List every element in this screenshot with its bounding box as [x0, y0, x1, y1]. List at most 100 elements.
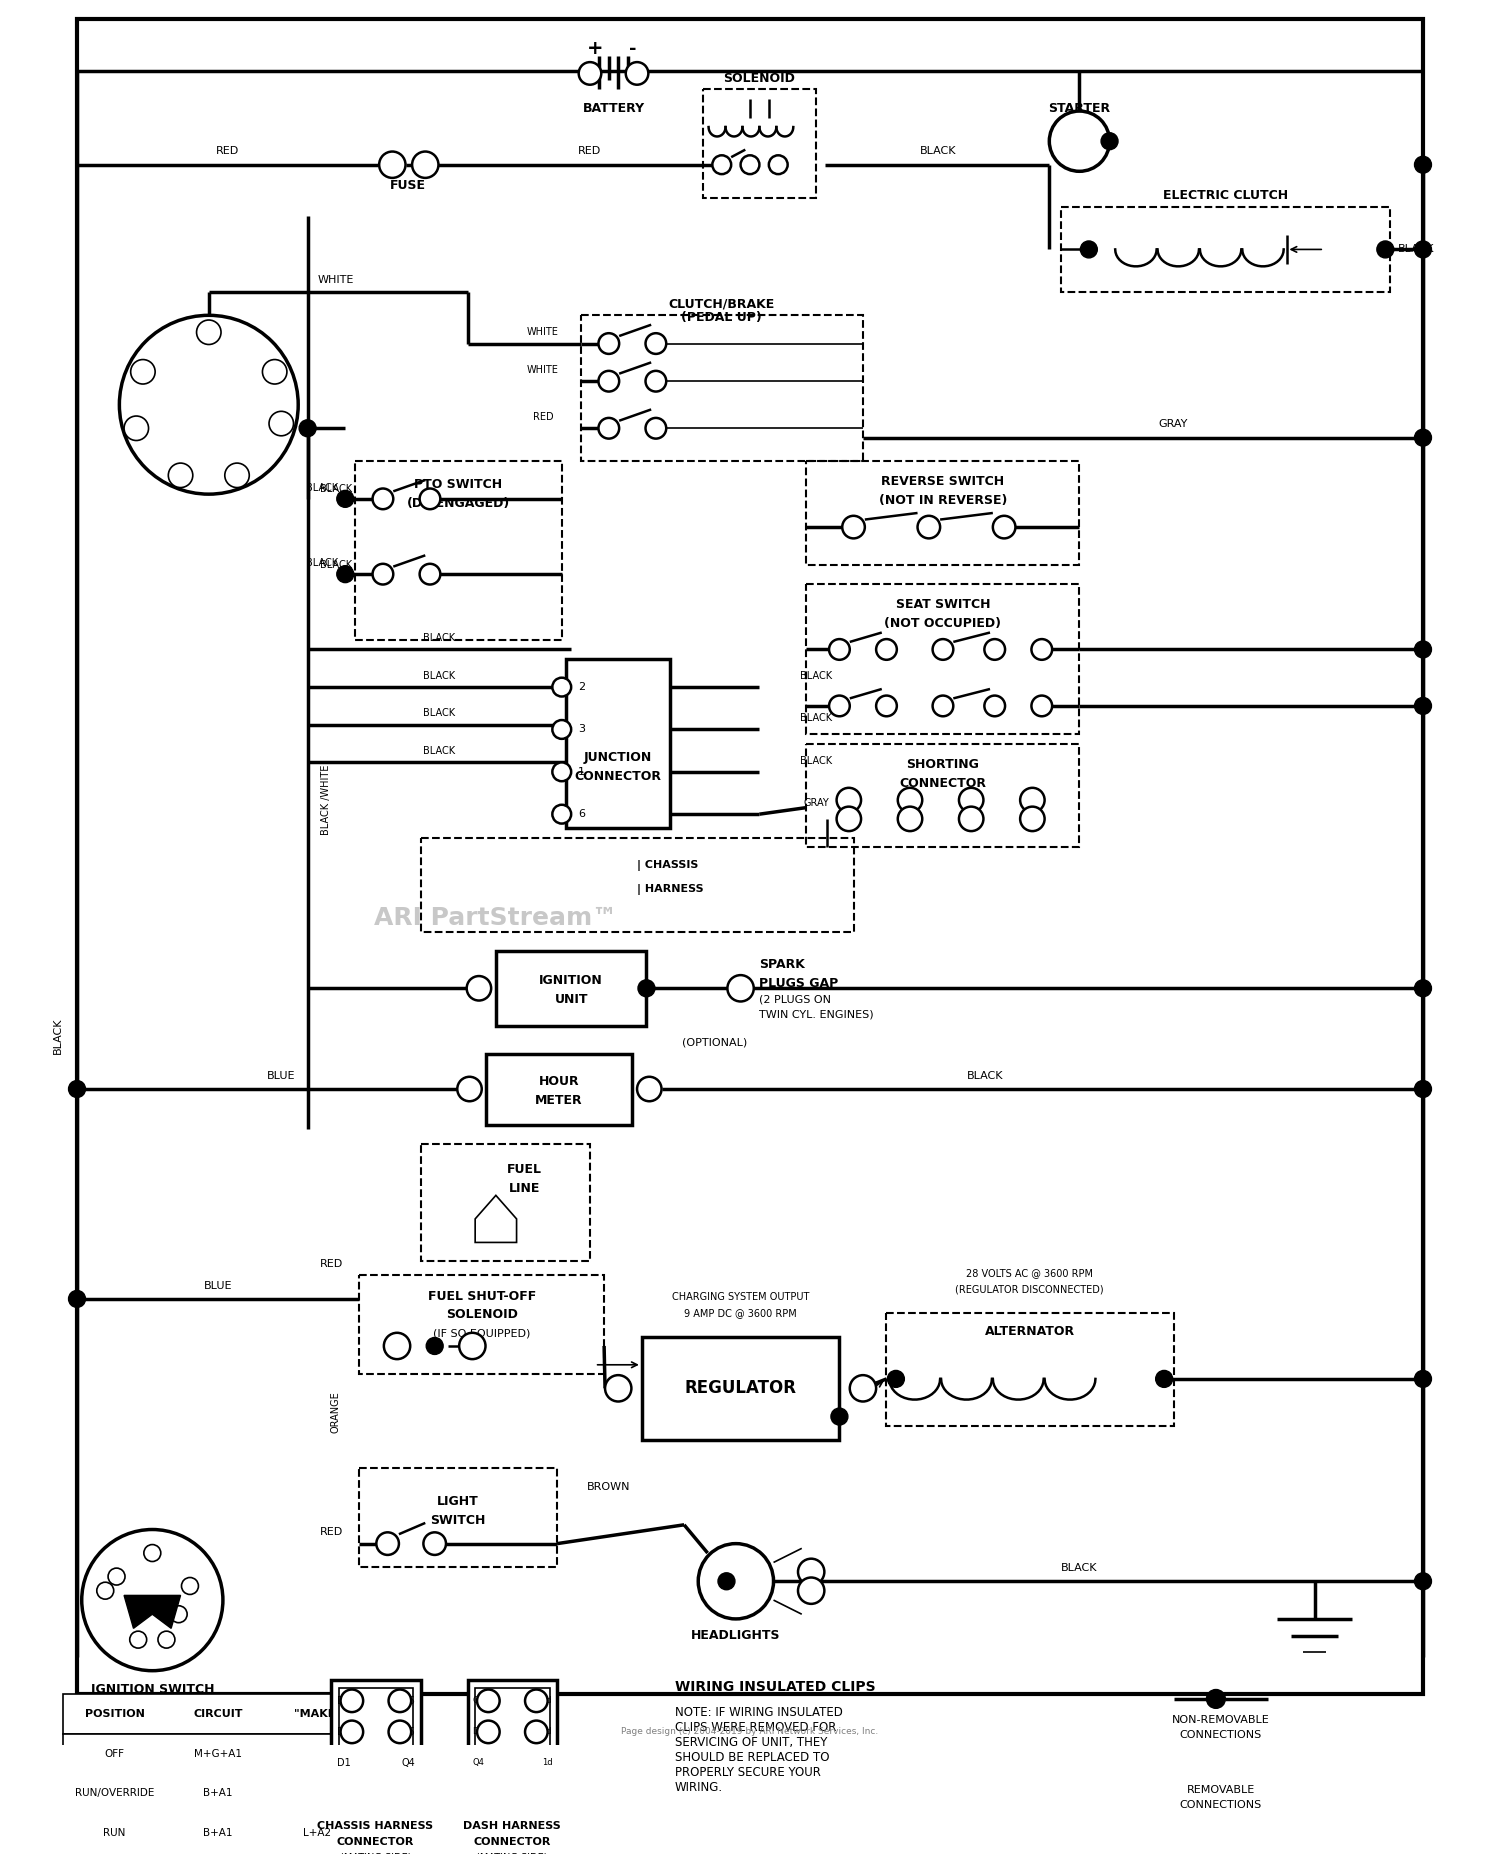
- Circle shape: [158, 1632, 176, 1648]
- Text: RED: RED: [320, 1528, 344, 1537]
- Circle shape: [1414, 156, 1431, 172]
- Bar: [476, 1687, 549, 1785]
- Text: (OPTIONAL): (OPTIONAL): [681, 1038, 747, 1048]
- Text: STARTER: STARTER: [1048, 102, 1110, 115]
- Text: GRAY: GRAY: [802, 797, 830, 808]
- Circle shape: [1155, 1370, 1173, 1387]
- Circle shape: [1032, 640, 1052, 660]
- Circle shape: [459, 1333, 486, 1359]
- Circle shape: [129, 1632, 147, 1648]
- Circle shape: [718, 1572, 735, 1589]
- Circle shape: [1414, 430, 1431, 447]
- Circle shape: [340, 1689, 363, 1711]
- Text: (REGULATOR DISCONNECTED): (REGULATOR DISCONNECTED): [956, 1285, 1104, 1294]
- Circle shape: [525, 1689, 548, 1711]
- Text: M+G+A1: M+G+A1: [194, 1748, 242, 1759]
- Text: D2: D2: [338, 1726, 351, 1737]
- Text: WHITE: WHITE: [526, 328, 560, 337]
- Circle shape: [1032, 695, 1052, 716]
- Circle shape: [918, 515, 940, 538]
- Circle shape: [850, 1376, 876, 1402]
- Text: D6: D6: [472, 1728, 484, 1737]
- Text: | CHASSIS: | CHASSIS: [638, 860, 699, 871]
- Circle shape: [525, 1721, 548, 1743]
- Circle shape: [552, 762, 572, 781]
- Circle shape: [1414, 1572, 1431, 1589]
- Bar: [339, 1687, 412, 1785]
- Circle shape: [388, 1721, 411, 1743]
- Circle shape: [338, 565, 354, 582]
- Polygon shape: [124, 1596, 180, 1628]
- Circle shape: [741, 156, 759, 174]
- Circle shape: [770, 156, 788, 174]
- Bar: [420, 1144, 590, 1261]
- Circle shape: [420, 564, 441, 584]
- Text: L: L: [135, 1635, 141, 1644]
- Text: G: G: [132, 423, 141, 434]
- Text: 9 AMP DC @ 3600 RPM: 9 AMP DC @ 3600 RPM: [684, 1309, 796, 1318]
- Bar: [350, 1793, 402, 1811]
- Text: RUN/OVERRIDE: RUN/OVERRIDE: [75, 1787, 154, 1798]
- Text: WHITE: WHITE: [526, 365, 560, 375]
- Circle shape: [182, 1578, 198, 1594]
- Text: BLACK: BLACK: [800, 714, 832, 723]
- Bar: [1060, 208, 1390, 291]
- Text: HEADLIGHTS: HEADLIGHTS: [692, 1630, 780, 1643]
- Text: BROWN: BROWN: [586, 1481, 630, 1492]
- Text: A1: A1: [172, 1609, 184, 1619]
- Circle shape: [598, 334, 619, 354]
- Text: L+A2: L+A2: [303, 1828, 332, 1837]
- Text: 3d: 3d: [542, 1696, 552, 1706]
- Text: ARI PartStream™: ARI PartStream™: [374, 907, 618, 929]
- Bar: [63, 1813, 364, 1852]
- Text: ORANGE: ORANGE: [332, 1390, 340, 1433]
- Circle shape: [1414, 241, 1431, 258]
- Text: REMOVABLE: REMOVABLE: [1186, 1785, 1254, 1795]
- Circle shape: [170, 1606, 188, 1622]
- Circle shape: [69, 1290, 86, 1307]
- Bar: [704, 89, 816, 198]
- Text: BLACK: BLACK: [800, 756, 832, 766]
- Text: BLACK: BLACK: [423, 745, 456, 756]
- Text: BLACK: BLACK: [1398, 245, 1434, 254]
- Bar: [807, 462, 1080, 565]
- Text: LINE: LINE: [509, 1183, 540, 1196]
- Bar: [468, 1680, 556, 1793]
- Text: Q4: Q4: [400, 1758, 416, 1769]
- Circle shape: [466, 975, 490, 1001]
- Circle shape: [1020, 806, 1044, 831]
- Circle shape: [604, 1376, 631, 1402]
- Text: Q5: Q5: [400, 1726, 416, 1737]
- Circle shape: [1101, 133, 1118, 150]
- Text: ELECTRIC CLUTCH: ELECTRIC CLUTCH: [1162, 189, 1288, 202]
- Text: BLACK: BLACK: [423, 634, 456, 643]
- Circle shape: [645, 371, 666, 391]
- Circle shape: [268, 412, 294, 436]
- Circle shape: [423, 1531, 445, 1556]
- Circle shape: [984, 640, 1005, 660]
- Circle shape: [120, 315, 298, 495]
- Text: SEAT SWITCH: SEAT SWITCH: [896, 597, 990, 610]
- Circle shape: [898, 806, 922, 831]
- Text: RED: RED: [240, 412, 262, 423]
- Text: FUSE: FUSE: [390, 180, 426, 193]
- Circle shape: [388, 1689, 411, 1711]
- Circle shape: [372, 564, 393, 584]
- Bar: [807, 584, 1080, 734]
- Text: CHASSIS HARNESS: CHASSIS HARNESS: [318, 1821, 434, 1832]
- Text: B: B: [102, 1587, 108, 1594]
- Text: METER: METER: [536, 1094, 582, 1107]
- Bar: [886, 1313, 1173, 1426]
- Text: L: L: [177, 471, 183, 480]
- Text: 28 VOLTS AC @ 3600 RPM: 28 VOLTS AC @ 3600 RPM: [966, 1268, 1094, 1279]
- Text: IGNITION: IGNITION: [540, 973, 603, 988]
- Text: Page design (c) 2004-2019 by ARI Network Services, Inc.: Page design (c) 2004-2019 by ARI Network…: [621, 1728, 879, 1737]
- Circle shape: [579, 63, 602, 85]
- Circle shape: [525, 1752, 548, 1774]
- Text: D1: D1: [338, 1758, 351, 1769]
- Circle shape: [698, 1544, 774, 1619]
- Text: RED: RED: [579, 146, 602, 156]
- Text: RED: RED: [216, 146, 238, 156]
- Text: S: S: [150, 1548, 156, 1557]
- Circle shape: [144, 1544, 160, 1561]
